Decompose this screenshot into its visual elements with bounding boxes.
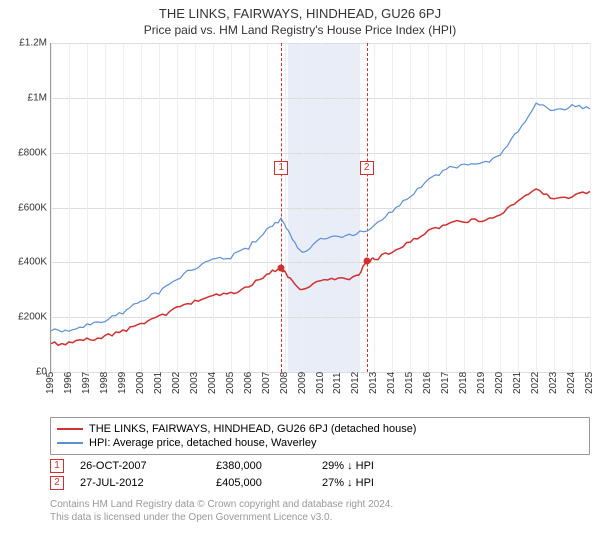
legend-swatch	[57, 442, 83, 444]
x-axis-label: 2025	[584, 372, 595, 394]
sale-price: £380,000	[216, 460, 306, 472]
x-axis-label: 2005	[225, 372, 236, 394]
x-axis-label: 2000	[135, 372, 146, 394]
legend-label: HPI: Average price, detached house, Wave…	[89, 437, 316, 449]
x-axis-label: 2020	[494, 372, 505, 394]
x-axis-label: 1998	[99, 372, 110, 394]
x-axis-label: 2015	[404, 372, 415, 394]
chart-subtitle: Price paid vs. HM Land Registry's House …	[0, 23, 600, 43]
y-axis-label: £800K	[18, 147, 51, 158]
legend-label: THE LINKS, FAIRWAYS, HINDHEAD, GU26 6PJ …	[89, 423, 416, 435]
legend: THE LINKS, FAIRWAYS, HINDHEAD, GU26 6PJ …	[50, 417, 590, 455]
x-axis-label: 1997	[81, 372, 92, 394]
legend-swatch	[57, 428, 83, 430]
gridline	[590, 43, 591, 372]
footer-line1: Contains HM Land Registry data © Crown c…	[50, 498, 590, 511]
x-axis-label: 2016	[422, 372, 433, 394]
x-axis-label: 2012	[350, 372, 361, 394]
sale-diff: 27% ↓ HPI	[322, 477, 374, 489]
y-axis-label: £400K	[18, 257, 51, 268]
x-axis-label: 2009	[297, 372, 308, 394]
series-hpi	[51, 103, 590, 332]
x-axis-label: 1996	[63, 372, 74, 394]
sale-index-box: 1	[50, 459, 64, 473]
x-axis-label: 2018	[458, 372, 469, 394]
chart-plot-area: £0£200K£400K£600K£800K£1M£1.2M1995199619…	[50, 43, 590, 373]
footer-line2: This data is licensed under the Open Gov…	[50, 511, 590, 524]
sale-date: 26-OCT-2007	[80, 460, 200, 472]
sale-diff: 29% ↓ HPI	[322, 460, 374, 472]
x-axis-label: 2019	[476, 372, 487, 394]
y-axis-label: £200K	[18, 312, 51, 323]
x-axis-label: 2008	[279, 372, 290, 394]
x-axis-label: 2023	[548, 372, 559, 394]
x-axis-label: 2003	[189, 372, 200, 394]
footer-attribution: Contains HM Land Registry data © Crown c…	[50, 498, 590, 524]
x-axis-label: 2024	[566, 372, 577, 394]
x-axis-label: 2021	[512, 372, 523, 394]
legend-item: HPI: Average price, detached house, Wave…	[57, 436, 583, 450]
x-axis-label: 2011	[332, 372, 343, 394]
sale-row: 2 27-JUL-2012 £405,000 27% ↓ HPI	[50, 476, 590, 490]
x-axis-label: 2002	[171, 372, 182, 394]
x-axis-label: 1999	[117, 372, 128, 394]
x-axis-label: 2013	[368, 372, 379, 394]
x-axis-label: 1995	[45, 372, 56, 394]
y-axis-label: £1.2M	[19, 38, 51, 49]
x-axis-label: 2007	[261, 372, 272, 394]
x-axis-label: 2022	[530, 372, 541, 394]
series-property	[51, 189, 590, 345]
x-axis-label: 2006	[243, 372, 254, 394]
sale-price: £405,000	[216, 477, 306, 489]
x-axis-label: 2010	[315, 372, 326, 394]
x-axis-label: 2014	[386, 372, 397, 394]
x-axis-label: 2001	[153, 372, 164, 394]
sale-row: 1 26-OCT-2007 £380,000 29% ↓ HPI	[50, 459, 590, 473]
sale-date: 27-JUL-2012	[80, 477, 200, 489]
chart-title: THE LINKS, FAIRWAYS, HINDHEAD, GU26 6PJ	[0, 0, 600, 23]
y-axis-label: £600K	[18, 202, 51, 213]
x-axis-label: 2004	[207, 372, 218, 394]
sale-index-box: 2	[50, 476, 64, 490]
y-axis-label: £1M	[28, 92, 51, 103]
legend-item: THE LINKS, FAIRWAYS, HINDHEAD, GU26 6PJ …	[57, 422, 583, 436]
x-axis-label: 2017	[440, 372, 451, 394]
